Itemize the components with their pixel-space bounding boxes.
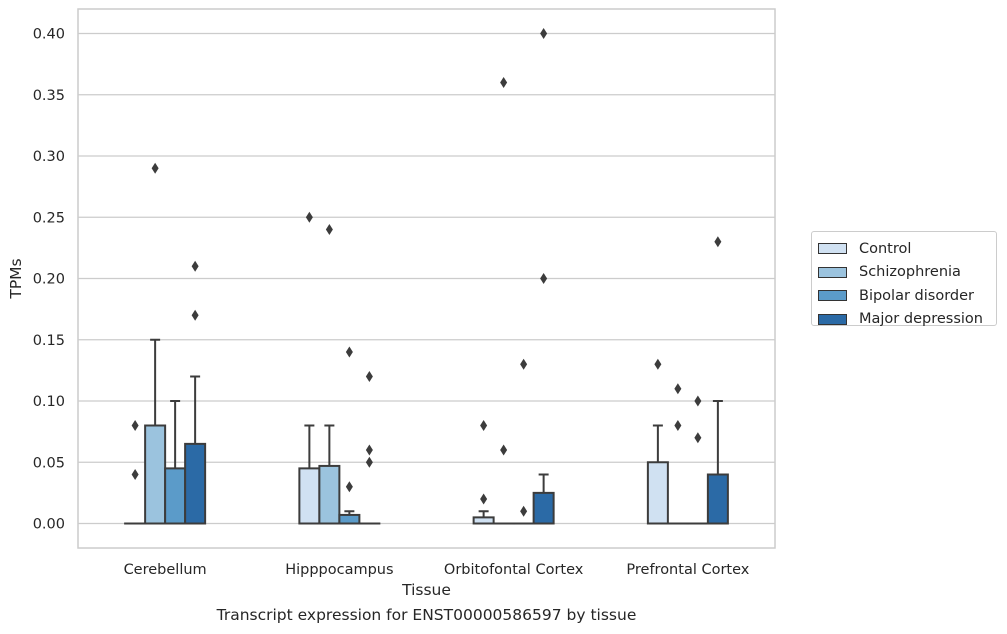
box — [532, 491, 555, 525]
x-tick-label: Prefrontal Cortex — [626, 562, 749, 578]
outlier-point — [540, 273, 548, 284]
outlier-point — [131, 420, 139, 431]
chart-caption: Transcript expression for ENST0000058659… — [216, 606, 637, 624]
y-axis-label: TPMs — [7, 258, 25, 299]
y-tick-label: 0.00 — [33, 517, 65, 533]
box — [184, 442, 207, 525]
outlier-point — [365, 444, 373, 456]
outlier-point — [520, 358, 528, 370]
outlier-point — [305, 211, 313, 223]
x-tick-label: Cerebellum — [124, 562, 207, 578]
box — [164, 467, 187, 525]
plot-frame — [77, 8, 776, 549]
legend-swatch-bipolar-disorder — [818, 290, 847, 302]
x-axis-label: Tissue — [401, 581, 451, 599]
y-tick-label: 0.05 — [33, 455, 65, 471]
outlier-point — [191, 260, 199, 272]
box — [144, 424, 167, 525]
y-tick-label: 0.40 — [33, 27, 65, 43]
y-tick-label: 0.30 — [33, 149, 65, 165]
legend-item-schizophrenia: Schizophrenia — [818, 261, 996, 285]
box — [318, 464, 341, 525]
outlier-point — [365, 456, 373, 468]
outlier-point — [480, 420, 488, 431]
y-tick-label: 0.10 — [33, 394, 65, 410]
outlier-point — [325, 224, 333, 235]
outlier-point — [654, 358, 662, 370]
outlier-point — [694, 432, 702, 444]
outlier-point — [151, 162, 159, 174]
legend-item-control: Control — [818, 237, 996, 261]
outlier-point — [345, 481, 353, 493]
outlier-point — [714, 236, 722, 248]
box — [298, 467, 321, 525]
outlier-point — [520, 505, 528, 517]
y-tick-label: 0.35 — [33, 88, 65, 104]
box — [646, 461, 669, 525]
y-tick-label: 0.15 — [33, 333, 65, 349]
y-tick-label: 0.25 — [33, 210, 65, 226]
legend-swatch-schizophrenia — [818, 266, 847, 278]
legend-label-control: Control — [859, 240, 912, 257]
outlier-point — [365, 371, 373, 382]
outlier-point — [500, 444, 508, 456]
x-tick-label: Hipppocampus — [285, 562, 393, 578]
y-tick-label: 0.20 — [33, 272, 65, 288]
legend-item-major-depression: Major depression — [818, 308, 996, 332]
outlier-point — [191, 309, 199, 321]
outlier-point — [131, 469, 139, 480]
x-tick-label: Orbitofontal Cortex — [444, 562, 584, 578]
box — [706, 473, 729, 525]
legend-label-bipolar-disorder: Bipolar disorder — [859, 287, 974, 304]
outlier-point — [674, 420, 682, 431]
outlier-point — [345, 346, 353, 358]
legend-label-major-depression: Major depression — [859, 311, 983, 328]
legend-swatch-major-depression — [818, 313, 847, 325]
outlier-point — [540, 28, 548, 39]
legend-label-schizophrenia: Schizophrenia — [859, 264, 961, 281]
outlier-point — [694, 395, 702, 407]
outlier-point — [674, 383, 682, 395]
box — [338, 513, 361, 525]
outlier-point — [500, 77, 508, 88]
legend-item-bipolar-disorder: Bipolar disorder — [818, 284, 996, 308]
outlier-point — [480, 493, 488, 505]
chart-legend: Control Schizophrenia Bipolar disorder M… — [811, 231, 997, 327]
legend-swatch-control — [818, 243, 847, 255]
